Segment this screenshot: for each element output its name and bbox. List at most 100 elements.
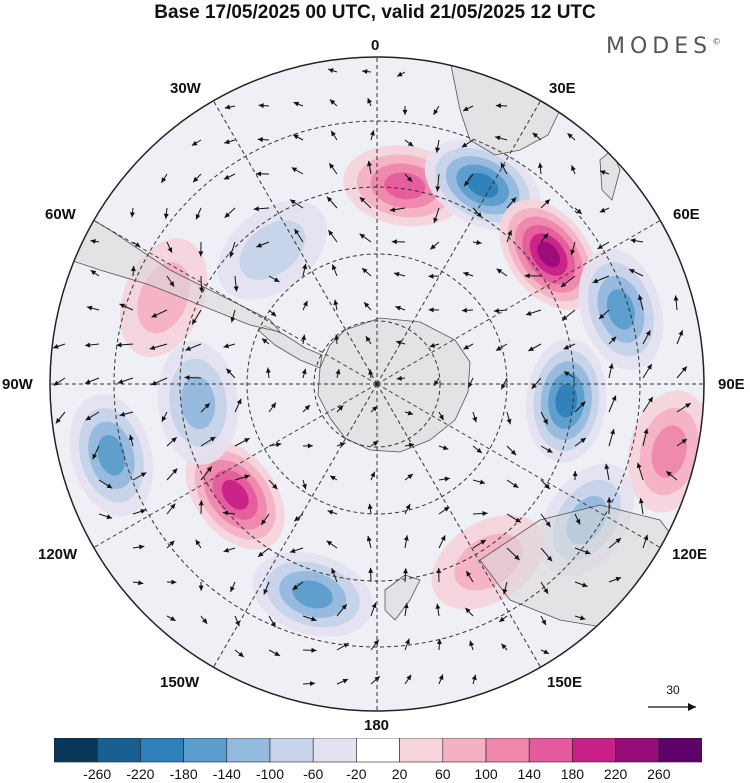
colorbar-swatch [442,738,487,763]
anomaly-neg-100w [69,394,154,516]
wind-arrow [331,264,338,277]
wind-arrow [506,513,522,523]
wind-arrow [524,273,542,279]
wind-arrow [574,401,586,413]
wind-arrow [333,299,339,311]
wind-arrow [574,513,581,525]
wind-arrow [291,167,304,175]
wind-arrow [192,173,202,183]
lon-label-0: 0 [371,37,380,54]
meridian [376,220,661,385]
lon-label-60w: 60W [45,206,76,223]
wind-arrow [502,581,508,595]
wind-arrow [429,343,440,348]
wind-arrow [461,307,474,313]
wind-arrow [90,239,100,244]
wind-arrow [302,479,307,490]
wind-arrow [98,479,113,489]
wind-arrow [331,568,338,583]
wind-arrow [496,268,508,277]
wind-arrow [540,615,547,626]
wind-arrow [438,535,446,549]
wind-arrow [404,674,412,685]
wind-arrow [117,377,134,384]
lon-label-90e: 90E [718,376,745,393]
wind-arrow [195,539,202,549]
anomaly-neg-165w [252,552,374,637]
wind-arrow [395,305,406,311]
wind-arrow [195,207,202,220]
wind-arrow [258,103,270,109]
colorbar-swatch [356,738,400,763]
colorbar-swatch [96,738,141,763]
wind-arrow [166,579,177,585]
wind-arrow [253,206,270,212]
wind-arrow [166,468,178,481]
wind-arrow [370,130,375,141]
wind-arrow [265,367,271,379]
wind-arrow [130,265,136,277]
wind-arrow [433,207,440,224]
lon-label-30w: 30W [170,80,201,97]
wind-arrow [528,343,542,352]
wind-arrow [465,570,474,583]
wind-arrow [403,568,408,583]
wind-arrow [302,404,311,413]
wind-arrow [52,343,66,349]
wind-arrow [606,497,612,515]
wind-arrow [642,330,651,345]
contour--180 [555,383,578,418]
contour-180 [221,479,249,510]
colorbar-tick-label: -220 [126,766,155,782]
wind-arrow [598,309,610,320]
wind-arrow [368,567,374,583]
wind-arrow [665,470,678,481]
wind-arrow [292,581,304,591]
wind-arrow [574,581,588,588]
wind-arrow [166,615,176,622]
wind-arrow [330,130,338,141]
wind-arrow [563,371,576,379]
wind-arrow [469,640,474,651]
wind-arrow [184,375,202,381]
wind-arrow [268,402,277,413]
wind-arrow [151,309,168,318]
wind-arrow [200,466,213,481]
lon-label-150w: 150W [160,674,200,691]
meridian [376,383,661,548]
colorbar-tick-label: 100 [474,766,498,782]
wind-arrow [463,271,474,277]
wind-arrow [166,436,178,447]
wind-arrow [230,581,236,593]
wind-arrow [396,71,406,77]
wind-arrow [463,343,474,350]
wind-arrow [302,443,313,449]
wind-arrow [257,547,270,558]
antarctica-shape [317,317,471,453]
map-boundary [49,56,705,712]
wind-arrow [359,233,372,243]
wind-arrow [389,207,406,213]
wind-arrow [234,649,245,658]
wind-arrow [166,241,173,253]
wind-arrow [540,232,549,243]
wind-arrow [436,638,442,651]
wind-arrow [185,343,202,351]
contour--100 [180,376,216,430]
colorbar-tick-label: -60 [303,766,324,782]
wind-arrow [224,139,236,145]
anomaly-pos-50e [499,199,598,310]
contour--60 [239,220,306,280]
wind-arrow [289,547,304,554]
wind-arrow [223,173,236,180]
wind-arrow [463,173,474,187]
wind-arrow [370,602,377,617]
anomaly-neg-95e [526,338,607,463]
wind-arrow [92,445,100,460]
wind-arrow [132,509,147,515]
wind-arrow [428,273,440,279]
wind-arrow [329,475,338,481]
wind-arrow [472,240,482,245]
wind-arrow [119,411,134,417]
